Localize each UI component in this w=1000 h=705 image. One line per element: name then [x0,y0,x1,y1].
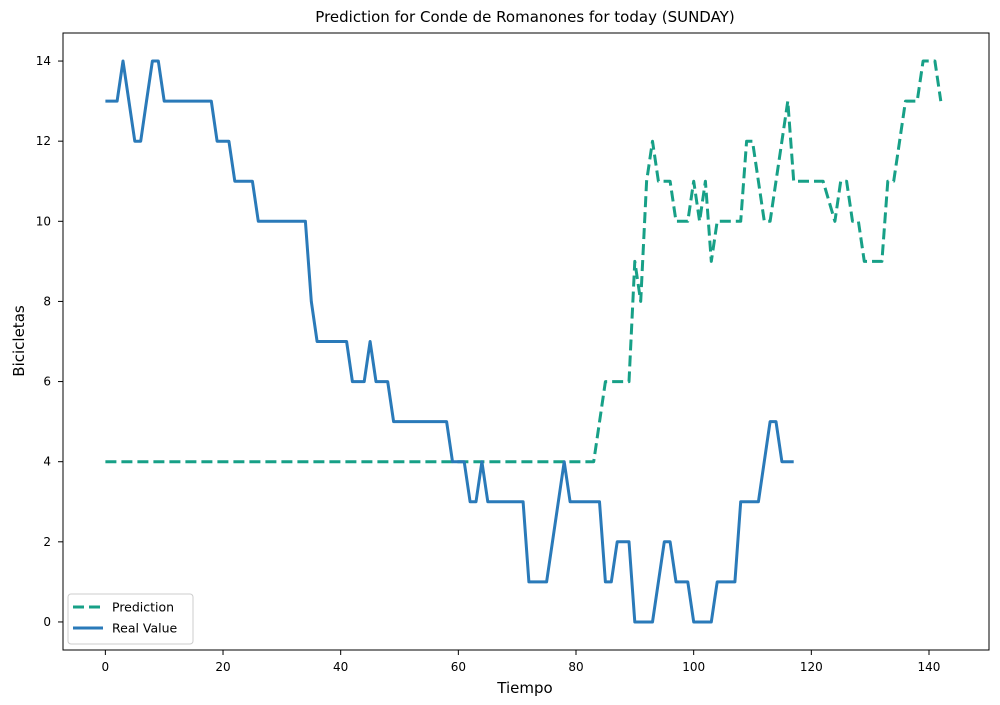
x-tick-label: 100 [682,660,705,674]
x-axis: 0 20 40 60 80 100 120 140 [102,650,941,674]
y-tick-label: 14 [36,54,51,68]
x-tick-label: 20 [215,660,230,674]
plot-frame [62,32,990,651]
y-axis: 0 2 4 6 8 10 12 14 [36,54,63,629]
plot-area [105,59,943,624]
y-tick-label: 4 [43,455,51,469]
legend-label: Prediction [112,600,174,615]
y-tick-label: 2 [43,535,51,549]
chart-title: Prediction for Conde de Romanones for to… [315,8,734,26]
x-tick-label: 40 [333,660,348,674]
y-tick-label: 12 [36,134,51,148]
x-tick-label: 140 [918,660,941,674]
x-tick-label: 120 [800,660,823,674]
y-tick-label: 10 [36,214,51,228]
x-tick-label: 80 [568,660,583,674]
y-tick-label: 0 [43,615,51,629]
legend-label: Real Value [112,621,178,636]
series-line-real-value [105,59,794,624]
y-tick-label: 8 [43,294,51,308]
x-tick-label: 60 [451,660,466,674]
legend: Prediction Real Value [67,593,194,645]
x-axis-title: Tiempo [496,679,552,697]
series-line-prediction [105,59,943,464]
x-tick-label: 0 [102,660,110,674]
y-tick-label: 6 [43,375,51,389]
y-axis-title: Bicicletas [10,305,28,377]
